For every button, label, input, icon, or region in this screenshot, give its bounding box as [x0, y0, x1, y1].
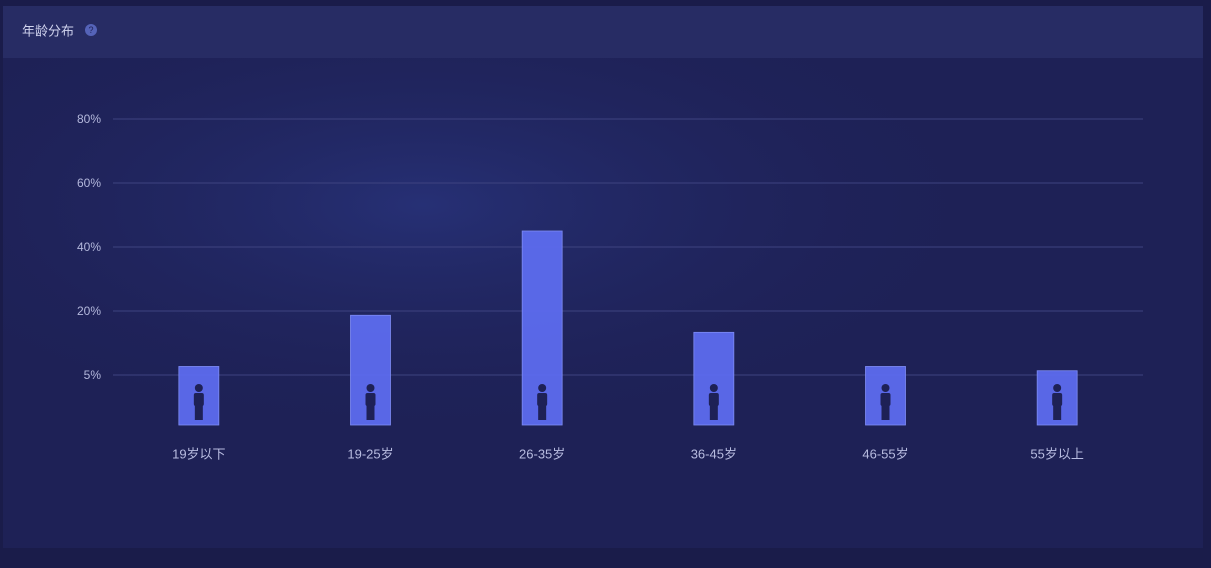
person-icon-legs	[709, 405, 718, 420]
bar-icon	[537, 384, 548, 420]
person-icon-head	[194, 384, 203, 392]
person-icon-legs	[1053, 405, 1062, 420]
bar-icon	[880, 384, 891, 420]
person-icon-body	[880, 393, 891, 406]
x-tick-label: 55岁以上	[1030, 446, 1083, 461]
x-tick-label: 19-25岁	[347, 446, 393, 461]
person-icon-body	[708, 393, 719, 406]
help-icon-text: ?	[88, 25, 93, 35]
bar	[521, 230, 563, 426]
person-icon-head	[881, 384, 890, 392]
x-tick-label: 26-35岁	[519, 446, 565, 461]
x-tick-label: 46-55岁	[862, 446, 908, 461]
person-icon-body	[365, 393, 376, 406]
person-icon-head	[709, 384, 718, 392]
bar-icon	[1052, 384, 1063, 420]
person-icon-head	[366, 384, 375, 392]
bar-icon	[365, 384, 376, 420]
person-icon-legs	[538, 405, 547, 420]
person-icon-head	[1053, 384, 1062, 392]
help-icon[interactable]	[85, 24, 97, 36]
bar-icon	[193, 384, 204, 420]
bar-icon	[708, 384, 719, 420]
x-tick-label: 36-45岁	[691, 446, 737, 461]
panel-header	[3, 6, 1203, 58]
chart-title: 年龄分布	[22, 23, 74, 38]
y-tick-label: 60%	[77, 176, 101, 190]
person-icon-legs	[366, 405, 375, 420]
y-tick-label: 80%	[77, 112, 101, 126]
person-icon-body	[1052, 393, 1063, 406]
x-tick-label: 19岁以下	[172, 446, 225, 461]
y-tick-label: 20%	[77, 304, 101, 318]
y-tick-label: 40%	[77, 240, 101, 254]
background-glow	[3, 58, 1203, 548]
person-icon-head	[538, 384, 547, 392]
person-icon-legs	[881, 405, 890, 420]
person-icon-legs	[194, 405, 203, 420]
y-tick-label: 5%	[84, 368, 102, 382]
person-icon-body	[537, 393, 548, 406]
person-icon-body	[193, 393, 204, 406]
